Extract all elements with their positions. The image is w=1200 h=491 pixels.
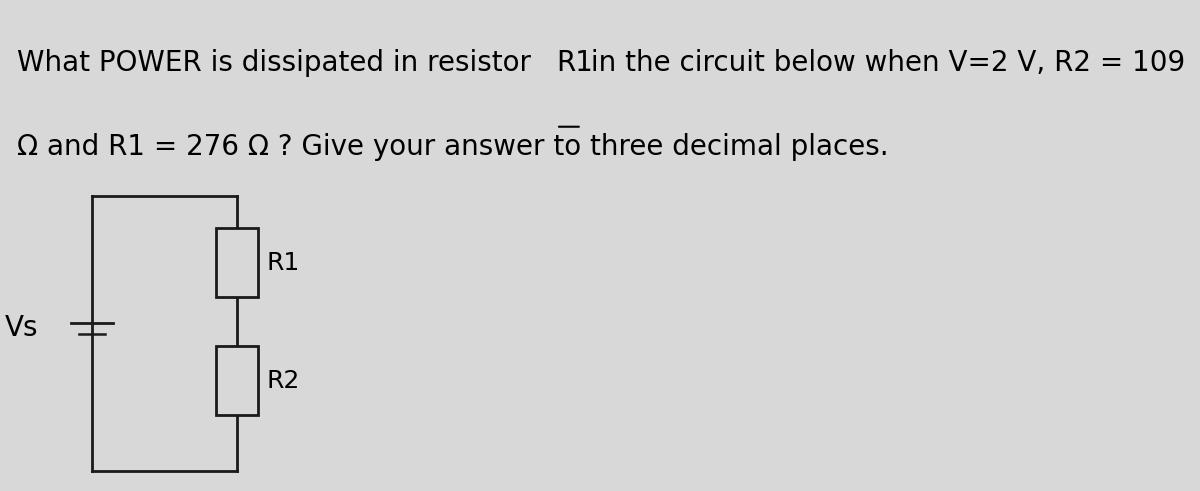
Text: Vs: Vs xyxy=(5,314,38,343)
Text: R1: R1 xyxy=(556,49,593,77)
Text: What POWER is dissipated in resistor: What POWER is dissipated in resistor xyxy=(18,49,540,77)
Text: in the circuit below when V=2 V, R2 = 109: in the circuit below when V=2 V, R2 = 10… xyxy=(582,49,1184,77)
Bar xyxy=(216,346,258,415)
Text: Ω and R1 = 276 Ω ? Give your answer to three decimal places.: Ω and R1 = 276 Ω ? Give your answer to t… xyxy=(18,133,889,161)
Text: R2: R2 xyxy=(266,369,300,392)
Bar xyxy=(216,228,258,297)
Text: R1: R1 xyxy=(266,251,299,274)
